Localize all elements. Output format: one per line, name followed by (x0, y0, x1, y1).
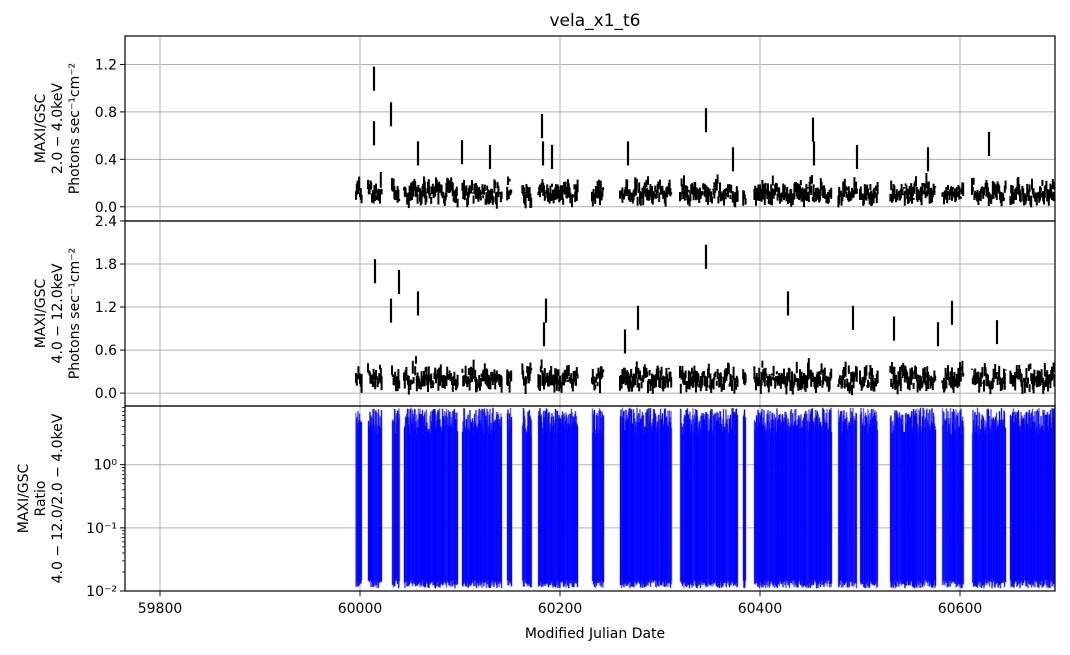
series-hard (355, 244, 1055, 396)
y-tick-label: 1.8 (95, 257, 117, 273)
y-axis-label-line: MAXI/GSC (33, 93, 49, 163)
x-tick-label: 60200 (538, 601, 583, 617)
y-tick-label: 10⁻² (86, 584, 117, 600)
x-axis-label: Modified Julian Date (525, 626, 665, 642)
y-tick-label: 0.0 (95, 386, 117, 402)
x-tick-label: 60400 (738, 601, 783, 617)
x-tick-label: 60000 (338, 601, 383, 617)
y-axis-label-line: Ratio (33, 481, 49, 517)
panel-ratio: 10⁻² 10⁻¹ 10⁰ MAXI/GSCRatio4.0 − 12.0/2.0 −… (16, 405, 1056, 600)
y-tick-label: 1.2 (95, 57, 117, 73)
y-axis-label-line: Photons sec⁻¹cm⁻² (67, 248, 83, 380)
y-axis-label-line: 2.0 − 4.0keV (50, 83, 66, 174)
x-tick-label: 59800 (138, 601, 183, 617)
y-tick-label: 10⁻¹ (86, 521, 117, 537)
y-tick-label: 0.4 (95, 152, 117, 168)
panel-frame (124, 35, 1056, 222)
chart-title: vela_x1_t6 (549, 11, 640, 31)
y-tick-label: 0.0 (95, 200, 117, 216)
x-tick-label: 60600 (938, 601, 983, 617)
panel-soft: 0.0 0.4 0.8 1.2 MAXI/GSC2.0 − 4.0keVPhotons … (33, 35, 1056, 222)
y-tick-label: 2.4 (95, 214, 117, 230)
series-ratio (355, 407, 1055, 589)
y-tick-label: 10⁰ (94, 458, 118, 474)
y-axis-label-line: 4.0 − 12.0keV (50, 263, 66, 363)
series-soft (355, 66, 1055, 209)
y-axis-label: MAXI/GSC4.0 − 12.0keVPhotons sec⁻¹cm⁻² (33, 248, 83, 380)
y-axis-label-line: 4.0 − 12.0/2.0 − 4.0keV (50, 413, 66, 583)
y-axis-label-line: MAXI/GSC (16, 463, 32, 533)
y-axis-label: MAXI/GSC2.0 − 4.0keVPhotons sec⁻¹cm⁻² (33, 63, 83, 195)
y-tick-label: 1.2 (95, 300, 117, 316)
y-axis-label: MAXI/GSCRatio4.0 − 12.0/2.0 − 4.0keV (16, 413, 66, 583)
panel-hard: 0.0 0.6 1.2 1.8 2.4 MAXI/GSC4.0 − 12.0keVPhot… (33, 214, 1056, 407)
y-tick-label: 0.8 (95, 105, 117, 121)
panel-frame (124, 405, 1056, 592)
y-axis-label-line: Photons sec⁻¹cm⁻² (67, 63, 83, 195)
y-axis-label-line: MAXI/GSC (33, 278, 49, 348)
y-tick-label: 0.6 (95, 343, 117, 359)
